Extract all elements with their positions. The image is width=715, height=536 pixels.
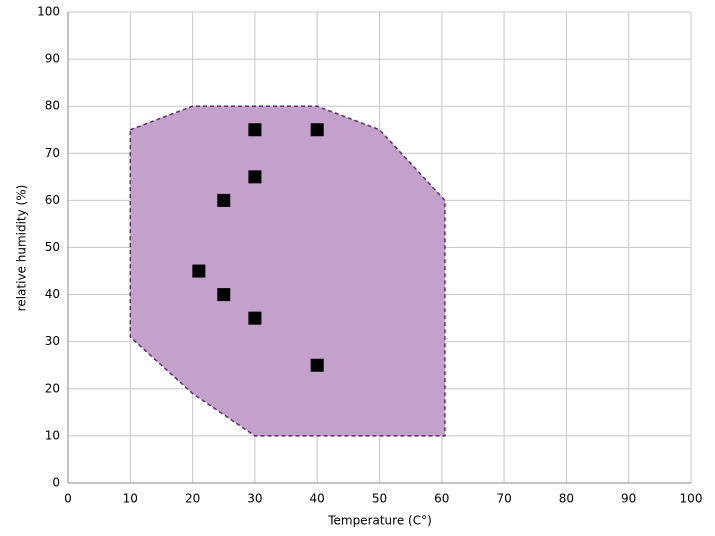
y-tick-label: 80 — [45, 99, 60, 113]
x-tick-label: 100 — [680, 492, 703, 506]
point — [192, 264, 206, 278]
x-tick-label: 70 — [496, 492, 511, 506]
point — [310, 123, 324, 137]
point — [248, 123, 262, 137]
y-tick-label: 90 — [45, 52, 60, 66]
x-tick-label: 20 — [185, 492, 200, 506]
x-tick-label: 90 — [621, 492, 636, 506]
y-axis-label: relative humidity (%) — [15, 185, 29, 312]
point — [248, 170, 262, 184]
x-tick-label: 10 — [123, 492, 138, 506]
point — [310, 358, 324, 372]
x-tick-label: 60 — [434, 492, 449, 506]
y-tick-label: 60 — [45, 193, 60, 207]
x-tick-label: 80 — [559, 492, 574, 506]
y-tick-label: 40 — [45, 287, 60, 301]
point — [217, 193, 231, 207]
y-tick-label: 100 — [37, 5, 60, 19]
x-axis-label: Temperature (C°) — [327, 514, 432, 528]
y-tick-label: 50 — [45, 240, 60, 254]
point — [217, 288, 231, 302]
x-tick-label: 50 — [372, 492, 387, 506]
x-tick-label: 40 — [310, 492, 325, 506]
point — [248, 311, 262, 325]
y-tick-label: 70 — [45, 146, 60, 160]
x-tick-label: 0 — [64, 492, 72, 506]
x-tick-label: 30 — [247, 492, 262, 506]
region — [129, 105, 446, 437]
y-tick-label: 10 — [45, 428, 60, 442]
y-tick-label: 30 — [45, 334, 60, 348]
y-tick-label: 0 — [52, 476, 60, 490]
y-tick-label: 20 — [45, 381, 60, 395]
